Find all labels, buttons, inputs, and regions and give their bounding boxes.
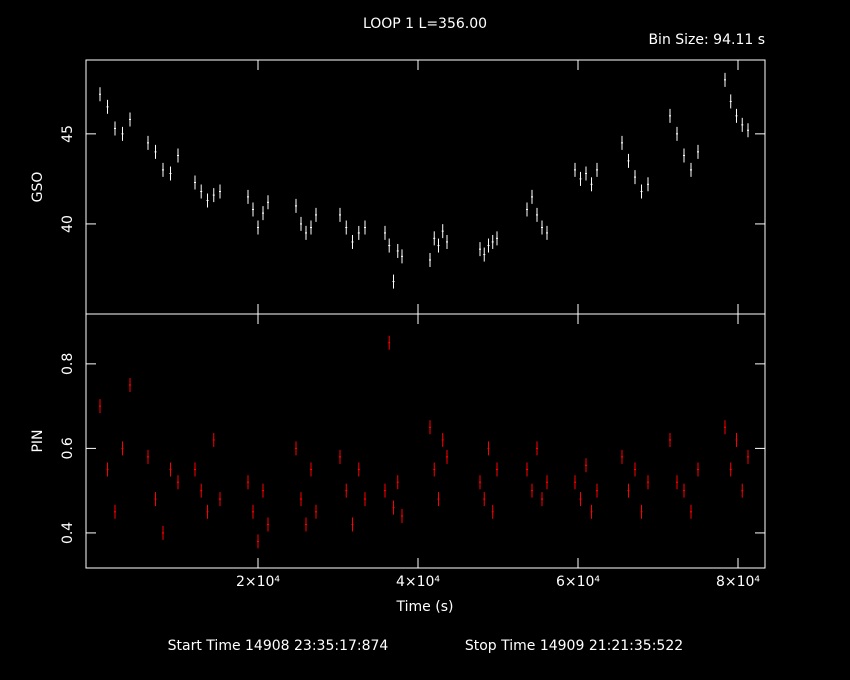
y-axis-label: GSO <box>30 172 46 203</box>
y-axis-label: PIN <box>30 429 46 452</box>
y-tick-label: 0.6 <box>60 437 76 459</box>
bin-size: Bin Size: 94.11 s <box>648 32 765 48</box>
start-time: Start Time 14908 23:35:17:874 <box>168 638 389 654</box>
x-tick-label: 6×10⁴ <box>556 574 600 590</box>
y-tick-label: 0.8 <box>60 353 76 375</box>
stop-time: Stop Time 14909 21:21:35:522 <box>465 638 683 654</box>
x-tick-label: 2×10⁴ <box>236 574 280 590</box>
x-axis-label: Time (s) <box>396 599 454 615</box>
y-tick-label: 0.4 <box>60 522 76 544</box>
x-tick-label: 4×10⁴ <box>396 574 440 590</box>
y-tick-label: 45 <box>60 125 76 143</box>
chart-title: LOOP 1 L=356.00 <box>363 16 487 32</box>
y-tick-label: 40 <box>60 215 76 233</box>
x-tick-label: 8×10⁴ <box>716 574 760 590</box>
